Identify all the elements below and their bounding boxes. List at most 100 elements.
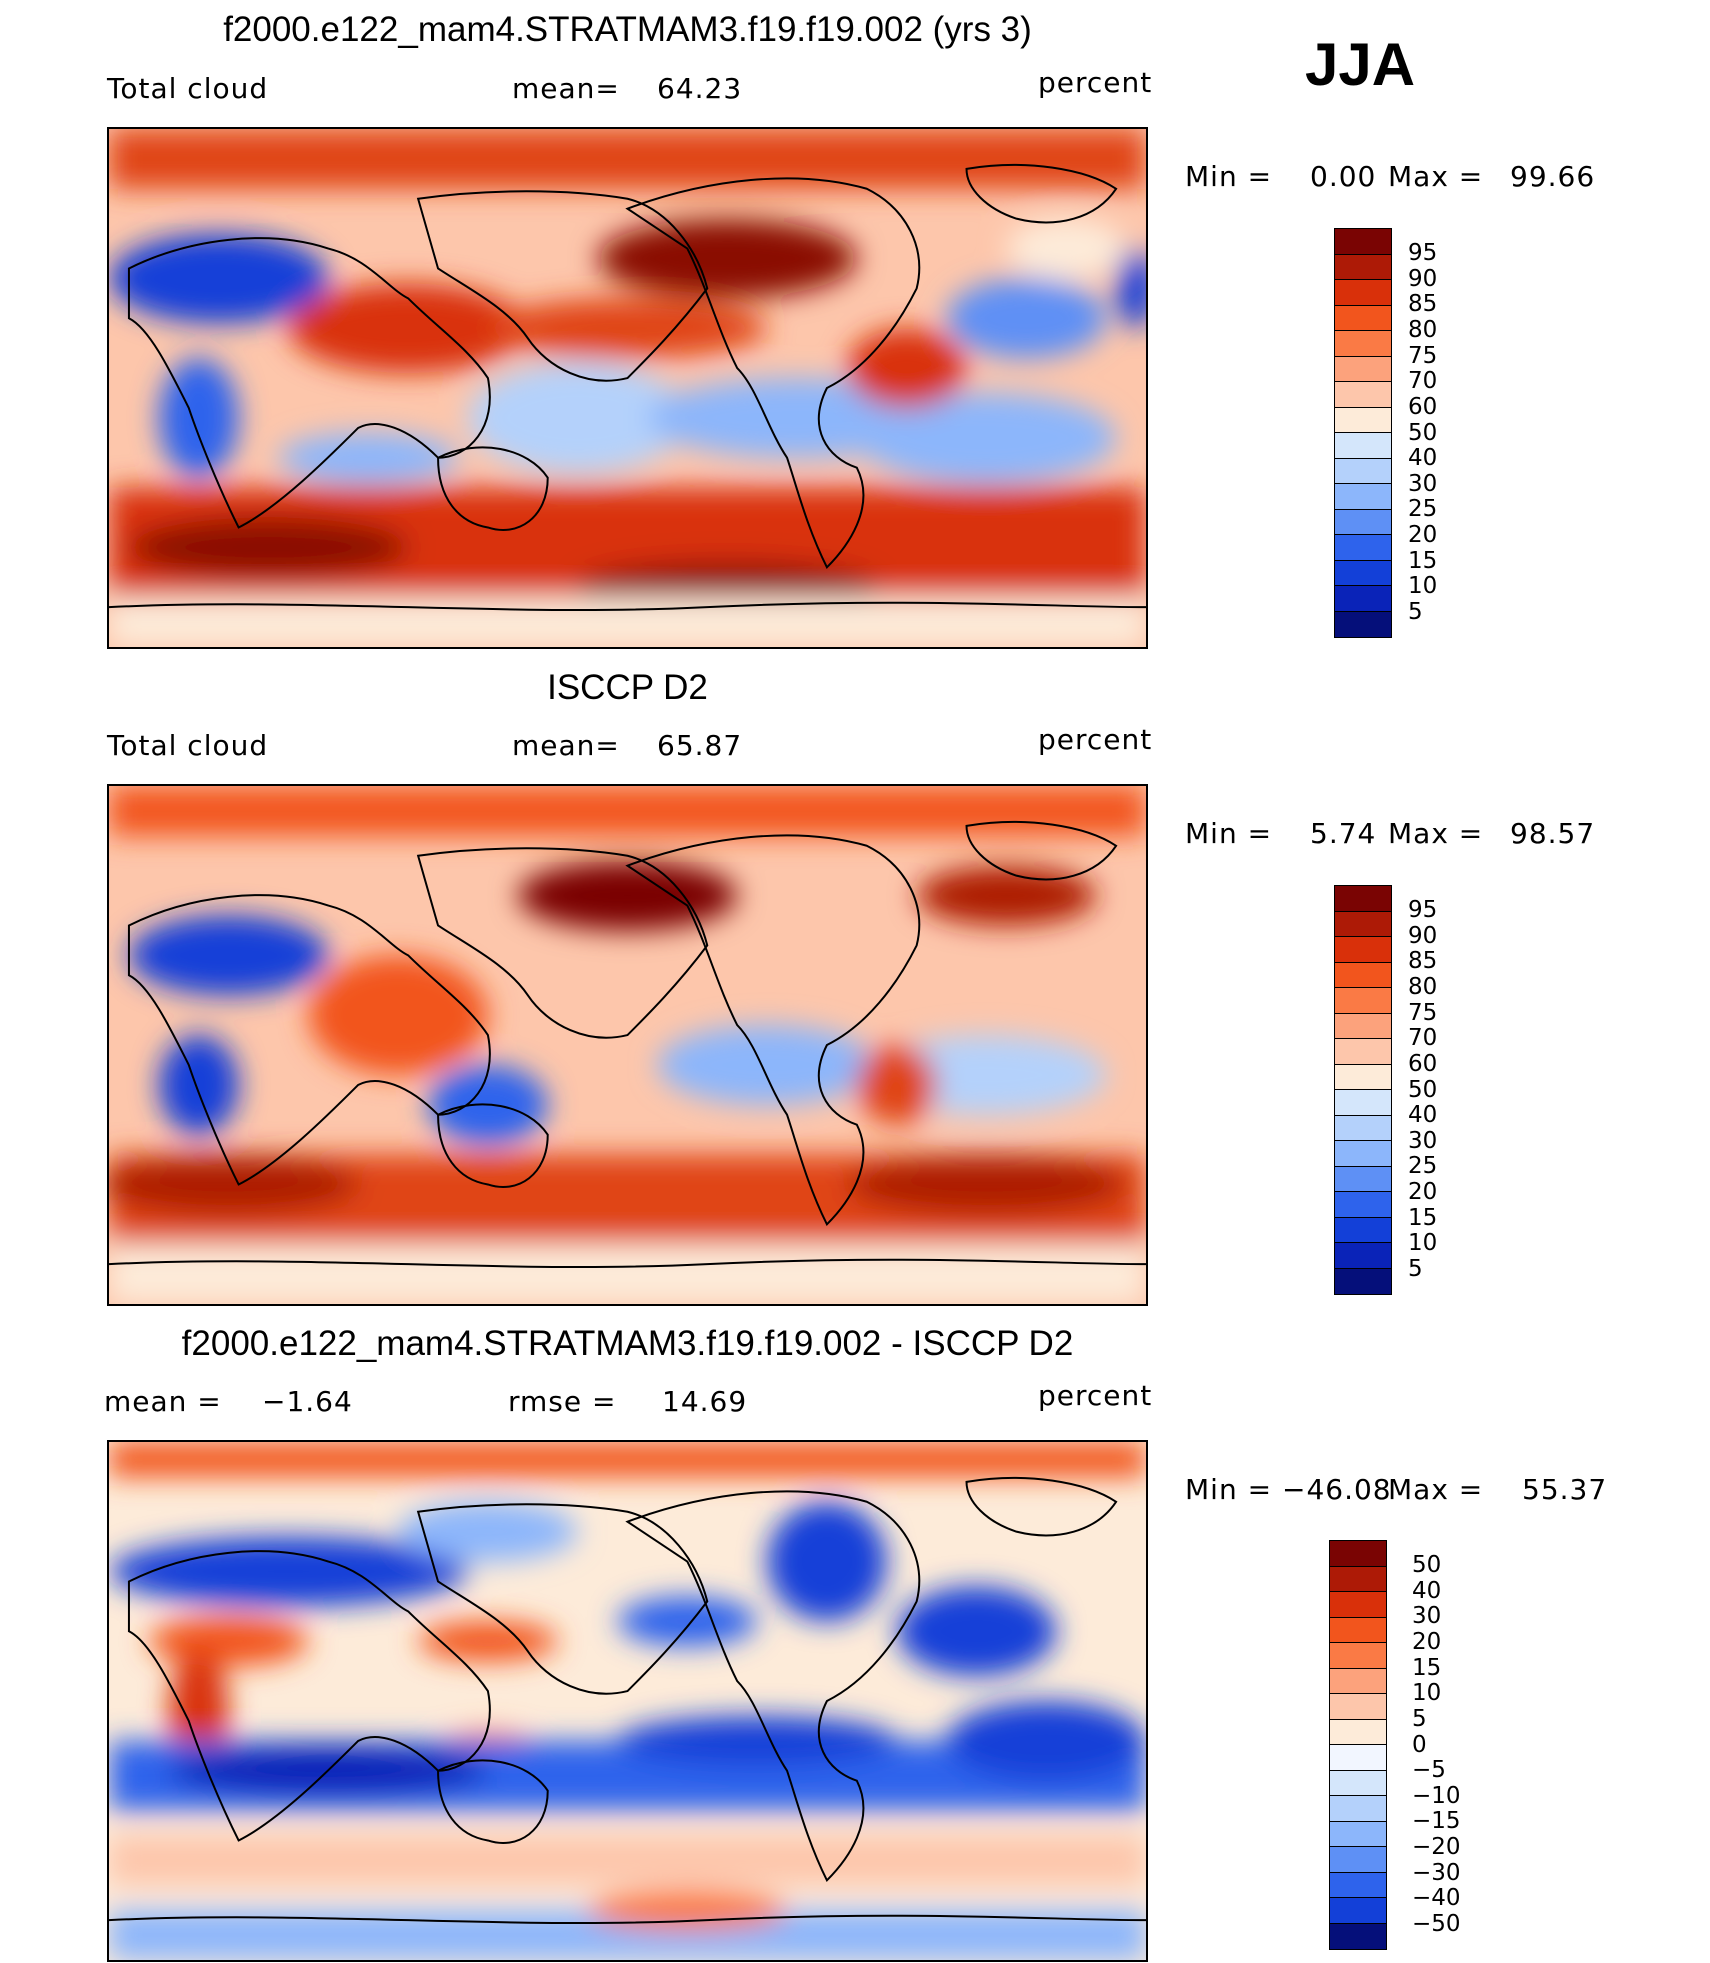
colorbar-tick-label: 30 (1408, 1127, 1438, 1154)
panel-2-colorbar (1334, 885, 1392, 1295)
colorbar-swatch (1335, 280, 1391, 306)
colorbar-tick-label: 15 (1408, 547, 1438, 574)
colorbar-tick-label: 90 (1408, 922, 1438, 949)
panel-3-mean-value: −1.64 (262, 1385, 353, 1418)
colorbar-swatch (1335, 911, 1391, 937)
colorbar-tick-label: 70 (1408, 1025, 1438, 1052)
colorbar-swatch (1335, 382, 1391, 408)
colorbar-tick-label: 20 (1408, 1179, 1438, 1205)
colorbar-tick-label: 80 (1408, 974, 1438, 1000)
colorbar-tick-label: −15 (1412, 1808, 1461, 1835)
colorbar-swatch (1335, 1013, 1391, 1039)
colorbar-swatch (1335, 433, 1391, 459)
colorbar-swatch (1335, 937, 1391, 963)
colorbar-swatch (1330, 1872, 1386, 1898)
colorbar-tick-label: −30 (1412, 1859, 1461, 1886)
colorbar-swatch (1335, 1115, 1391, 1141)
colorbar-tick-label: −50 (1412, 1910, 1461, 1937)
panel-1-max-value: 99.66 (1510, 160, 1596, 193)
colorbar-swatch (1335, 535, 1391, 561)
colorbar-tick-label: 10 (1408, 573, 1438, 600)
panel-1-field-label: Total cloud (107, 72, 269, 105)
colorbar-swatch (1335, 1141, 1391, 1167)
colorbar-swatch (1335, 509, 1391, 535)
colorbar-swatch (1335, 988, 1391, 1014)
colorbar-tick-label: 75 (1408, 342, 1438, 369)
colorbar-swatch (1330, 1796, 1386, 1822)
coastline-outlines (109, 164, 1146, 612)
colorbar-swatch (1330, 1643, 1386, 1669)
colorbar-tick-label: 10 (1408, 1230, 1438, 1257)
colorbar-tick-label: 40 (1408, 1102, 1438, 1129)
colorbar-tick-label: −10 (1412, 1782, 1461, 1809)
colorbar-swatch (1335, 458, 1391, 484)
colorbar-swatch (1335, 305, 1391, 331)
colorbar-swatch (1335, 1090, 1391, 1116)
colorbar-swatch (1335, 1039, 1391, 1065)
panel-2-map (107, 784, 1148, 1306)
colorbar-swatch (1330, 1719, 1386, 1745)
panel-1-min-label: Min = (1185, 160, 1273, 193)
colorbar-tick-label: 60 (1408, 1050, 1438, 1077)
colorbar-swatch (1335, 356, 1391, 382)
panel-3-colorbar (1329, 1540, 1387, 1950)
colorbar-tick-label: 25 (1408, 496, 1438, 523)
panel-2-title: ISCCP D2 (547, 668, 708, 707)
panel-2-field-label: Total cloud (107, 729, 269, 762)
panel-3-min-value: −46.08 (1282, 1473, 1392, 1506)
panel-1-max-label: Max = (1388, 160, 1484, 193)
colorbar-tick-label: 80 (1408, 317, 1438, 343)
panel-3-max-value: 55.37 (1522, 1473, 1608, 1506)
panel-1-title: f2000.e122_mam4.STRATMAM3.f19.f19.002 (y… (223, 10, 1032, 49)
colorbar-tick-label: −40 (1412, 1885, 1461, 1912)
colorbar-swatch (1335, 1192, 1391, 1218)
panel-1-mean-value: 64.23 (657, 72, 743, 105)
colorbar-tick-label: 95 (1408, 240, 1438, 267)
coastline-outlines (109, 1477, 1146, 1925)
colorbar-swatch (1330, 1541, 1386, 1567)
colorbar-tick-label: 20 (1412, 1629, 1442, 1655)
panel-3-contour-field (109, 1442, 1146, 1960)
colorbar-tick-label: −5 (1412, 1757, 1446, 1784)
panel-3-min-label: Min = (1185, 1473, 1273, 1506)
colorbar-swatch (1330, 1617, 1386, 1643)
colorbar-tick-label: 0 (1412, 1731, 1427, 1758)
colorbar-tick-label: 85 (1408, 948, 1438, 975)
colorbar-tick-label: −20 (1412, 1834, 1461, 1860)
panel-1-map (107, 127, 1148, 649)
colorbar-swatch (1330, 1694, 1386, 1720)
colorbar-tick-label: 40 (1408, 445, 1438, 472)
colorbar-tick-label: 5 (1408, 1255, 1423, 1282)
panel-1-colorbar (1334, 228, 1392, 638)
panel-2-mean-label: mean= (512, 729, 620, 762)
colorbar-tick-label: 60 (1408, 393, 1438, 420)
colorbar-tick-label: 20 (1408, 522, 1438, 548)
panel-2-max-value: 98.57 (1510, 817, 1596, 850)
panel-3-rmse-value: 14.69 (662, 1385, 748, 1418)
colorbar-swatch (1330, 1770, 1386, 1796)
colorbar-swatch (1330, 1566, 1386, 1592)
panel-3-rmse-label: rmse = (508, 1385, 617, 1418)
colorbar-swatch (1335, 611, 1391, 637)
panel-3-mean-label: mean = (104, 1385, 222, 1418)
panel-2-mean-value: 65.87 (657, 729, 743, 762)
colorbar-swatch (1330, 1821, 1386, 1847)
colorbar-swatch (1335, 586, 1391, 612)
colorbar-swatch (1330, 1847, 1386, 1873)
colorbar-tick-label: 70 (1408, 368, 1438, 395)
panel-1-contour-field (109, 129, 1146, 647)
colorbar-tick-label: 85 (1408, 291, 1438, 318)
colorbar-tick-label: 95 (1408, 897, 1438, 924)
colorbar-swatch (1335, 886, 1391, 912)
panel-1-min-value: 0.00 (1310, 160, 1377, 193)
colorbar-swatch (1335, 407, 1391, 433)
colorbar-swatch (1335, 1166, 1391, 1192)
colorbar-swatch (1335, 560, 1391, 586)
panel-3-units: percent (1038, 1379, 1153, 1412)
panel-2-min-value: 5.74 (1310, 817, 1377, 850)
panel-2-min-label: Min = (1185, 817, 1273, 850)
colorbar-swatch (1335, 1064, 1391, 1090)
panel-2-contour-field (109, 786, 1146, 1304)
colorbar-swatch (1335, 1268, 1391, 1294)
colorbar-swatch (1335, 1243, 1391, 1269)
